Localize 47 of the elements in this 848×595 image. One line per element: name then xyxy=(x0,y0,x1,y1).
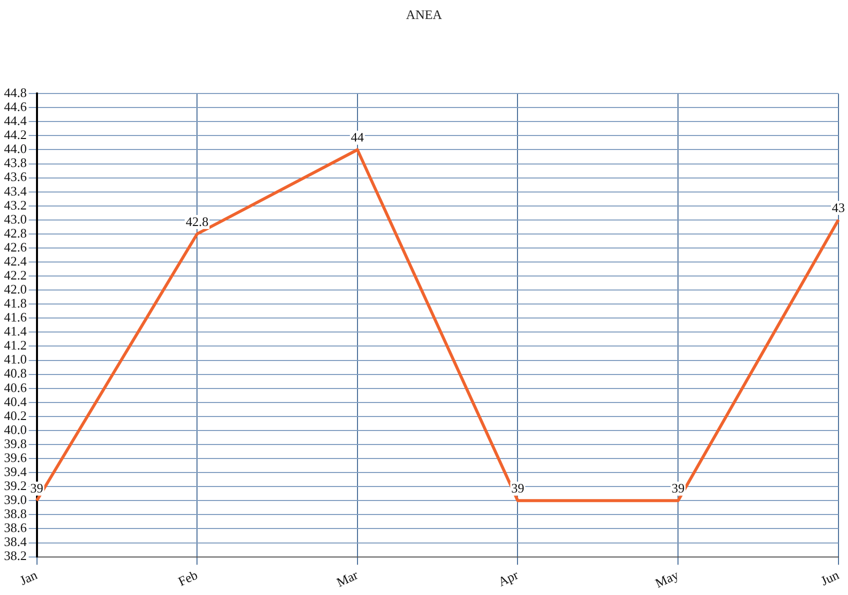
x-tick-label: Apr xyxy=(496,566,522,590)
y-tick-label: 41.0 xyxy=(4,352,27,367)
data-label: 39 xyxy=(511,480,524,496)
y-tick-label: 38.6 xyxy=(4,520,28,536)
y-tick-label: 41.4 xyxy=(4,324,28,339)
y-tick-label: 42.0 xyxy=(4,282,27,297)
x-tick-label: Jan xyxy=(17,566,40,588)
y-tick-label: 38.4 xyxy=(4,534,28,550)
y-tick-label: 44.2 xyxy=(4,127,27,142)
y-tick-label: 39.4 xyxy=(4,464,28,479)
y-tick-label: 38.2 xyxy=(4,548,27,564)
y-tick-label: 43.4 xyxy=(4,183,28,198)
data-label: 39 xyxy=(672,480,685,496)
y-tick-label: 40.8 xyxy=(4,366,27,381)
y-tick-label: 40.2 xyxy=(4,408,27,423)
y-tick-label: 44.0 xyxy=(4,141,27,156)
y-tick-label: 39.6 xyxy=(4,450,28,465)
data-label: 44 xyxy=(350,130,364,145)
data-label: 42.8 xyxy=(186,214,208,229)
y-tick-label: 42.8 xyxy=(4,225,27,240)
y-tick-label: 39.8 xyxy=(4,436,27,451)
y-tick-label: 39.0 xyxy=(4,492,27,508)
y-tick-label: 44.8 xyxy=(4,85,27,100)
data-label: 39 xyxy=(30,480,44,496)
y-tick-label: 44.6 xyxy=(4,99,28,114)
y-tick-label: 42.6 xyxy=(4,239,28,254)
data-label: 43 xyxy=(832,200,845,215)
y-tick-label: 44.4 xyxy=(4,113,28,128)
x-tick-label: May xyxy=(652,566,682,591)
x-tick-label: Mar xyxy=(334,566,361,590)
y-tick-label: 43.6 xyxy=(4,169,28,184)
y-tick-label: 39.2 xyxy=(4,478,27,494)
y-tick-label: 40.4 xyxy=(4,394,28,409)
y-tick-label: 41.2 xyxy=(4,338,27,353)
y-tick-label: 40.0 xyxy=(4,422,27,437)
y-tick-label: 41.6 xyxy=(4,310,28,325)
y-tick-label: 38.8 xyxy=(4,506,27,522)
y-tick-label: 42.4 xyxy=(4,253,28,268)
y-tick-label: 42.2 xyxy=(4,267,27,282)
x-tick-label: Jun xyxy=(818,566,842,588)
chart-title: ANEA xyxy=(406,7,443,22)
y-tick-label: 41.8 xyxy=(4,296,27,311)
x-tick-label: Feb xyxy=(176,567,200,589)
y-tick-label: 43.8 xyxy=(4,155,27,170)
y-tick-label: 43.2 xyxy=(4,197,27,212)
y-tick-label: 40.6 xyxy=(4,380,28,395)
y-tick-label: 43.0 xyxy=(4,211,27,226)
